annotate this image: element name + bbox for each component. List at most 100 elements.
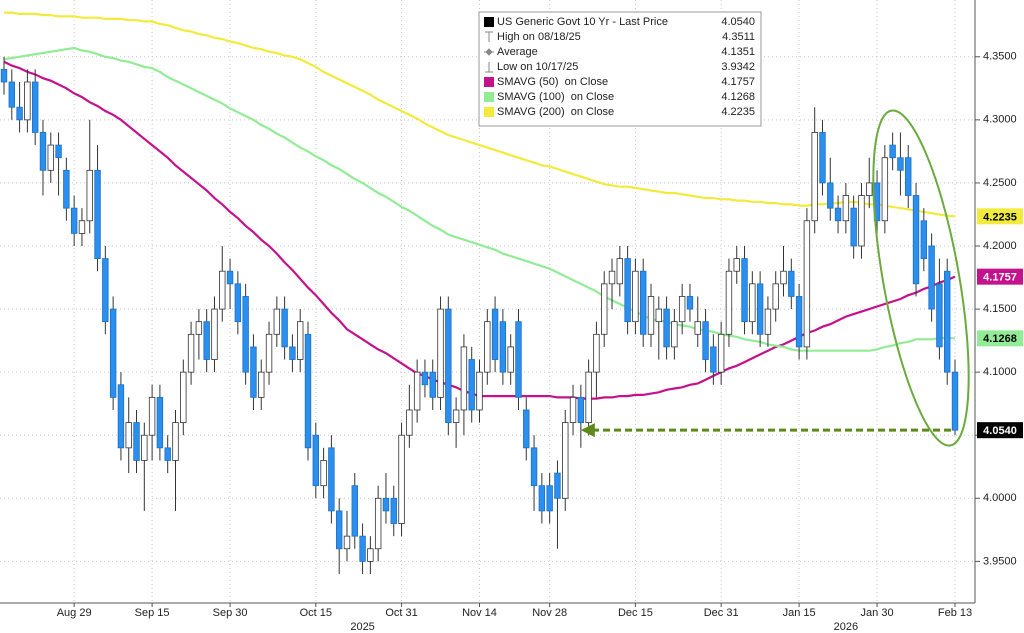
candle-body (515, 321, 522, 398)
candle-body (8, 81, 15, 108)
legend-label: Average (497, 46, 538, 58)
candle-body (109, 308, 117, 398)
candle-body (827, 182, 834, 209)
legend-marker (485, 31, 493, 42)
legend-label: US Generic Govt 10 Yr - Last Price (497, 16, 668, 28)
candle-body (655, 308, 662, 323)
x-tick-label: Oct 15 (300, 607, 332, 619)
candle-body (374, 497, 382, 550)
candle-body (312, 434, 320, 487)
candle-body (834, 207, 842, 222)
candle-body (725, 270, 733, 335)
x-tick-label: Jan 15 (783, 607, 816, 619)
candle-body (819, 132, 826, 184)
legend-label: Low on 10/17/25 (497, 61, 578, 73)
candle-body (601, 283, 608, 335)
legend-marker (484, 92, 494, 102)
candle-body (523, 409, 530, 449)
candle-body (250, 346, 257, 398)
last-value-tags: 4.1757 4.1268 4.2235 4.0540 (977, 208, 1023, 439)
value-tag (977, 422, 1023, 439)
candle-body (39, 132, 47, 171)
candle-body (141, 434, 148, 461)
candle-body (663, 308, 670, 348)
y-tick-label: 4.0000 (983, 492, 1017, 504)
legend-value: 4.3511 (722, 31, 755, 43)
legend-label: SMAVG (200) on Close (497, 106, 614, 118)
candle-body (172, 422, 179, 461)
value-tag-label: 4.2235 (983, 211, 1017, 223)
y-tick-label: 4.3000 (983, 114, 1017, 126)
candle-body (912, 195, 920, 285)
candle-body (406, 409, 413, 436)
candle-body (452, 409, 460, 424)
x-tick-label: Sep 15 (135, 607, 170, 619)
candle-body (788, 270, 795, 297)
candle-body (398, 434, 405, 524)
candle-body (772, 283, 779, 310)
candle-body (281, 308, 288, 348)
candle-body (203, 321, 210, 360)
legend-value: 4.2235 (721, 106, 755, 118)
x-tick-label: Jan 30 (861, 607, 894, 619)
legend-label: SMAVG (50) on Close (497, 76, 608, 88)
candle-body (866, 182, 873, 196)
candle-body (811, 132, 818, 222)
candle-body (530, 447, 538, 487)
candle-body (881, 157, 889, 222)
legend-value: 3.9342 (721, 61, 755, 73)
candle-body (86, 169, 93, 222)
legend-marker (484, 48, 494, 56)
candle-body (569, 396, 577, 424)
candle-body (289, 346, 296, 360)
annotation (580, 423, 951, 438)
candles (0, 56, 959, 574)
legend-marker (484, 107, 494, 117)
legend-marker (485, 62, 493, 73)
candle-body (421, 371, 429, 386)
candle-body (226, 270, 234, 285)
candle-body (733, 258, 740, 272)
candle-body (593, 333, 600, 373)
legend-value: 4.1351 (721, 46, 755, 58)
candle-body (928, 245, 935, 310)
candle-body (756, 283, 764, 335)
candle-body (491, 308, 499, 360)
y-tick-label: 3.9500 (983, 555, 1017, 567)
candle-body (31, 81, 39, 133)
candle-body (429, 371, 436, 398)
candle-body (686, 296, 694, 310)
candle-body (577, 396, 585, 424)
candle-body (749, 283, 756, 323)
candle-body (624, 258, 631, 323)
candle-body (0, 68, 8, 83)
candle-body (507, 346, 514, 373)
candle-body (951, 371, 959, 431)
legend-marker (484, 17, 494, 27)
legend-box (478, 11, 762, 127)
candle-body (47, 144, 54, 171)
x-tick-label: Sep 30 (213, 607, 248, 619)
legend-label: High on 08/18/25 (497, 31, 581, 43)
candle-body (694, 321, 701, 335)
candle-body (273, 308, 281, 335)
candle-body (265, 333, 273, 373)
candle-body (920, 220, 928, 260)
candle-body (328, 447, 335, 512)
y-tick-label: 4.1500 (983, 303, 1017, 315)
candle-body (335, 510, 343, 550)
annotation-arrowhead (580, 423, 595, 438)
year-label: 2025 (350, 621, 374, 633)
value-tag-label: 4.0540 (983, 425, 1017, 437)
candle-body (180, 371, 187, 424)
value-tag (977, 268, 1023, 285)
candle-body (671, 321, 678, 348)
candle-body (468, 359, 475, 411)
candle-body (702, 321, 709, 360)
candle-body (554, 472, 561, 499)
candle-body (944, 270, 951, 373)
legend-value: 4.0540 (721, 16, 755, 28)
candle-body (460, 346, 468, 411)
candle-body (936, 283, 943, 348)
